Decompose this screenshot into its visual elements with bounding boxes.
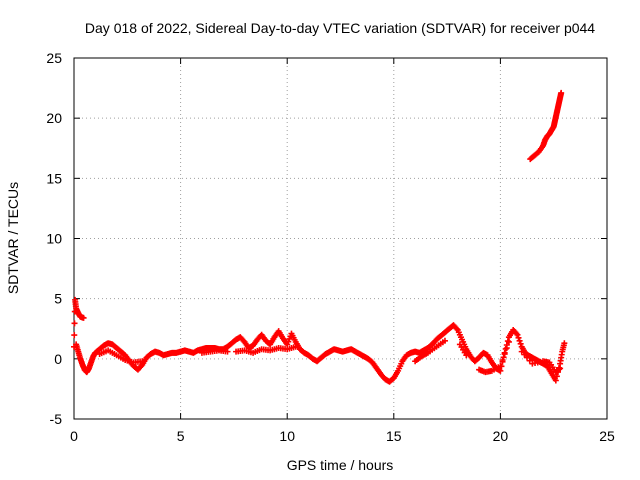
data-point xyxy=(524,354,531,361)
data-point xyxy=(320,352,327,359)
data-point xyxy=(423,350,430,357)
data-point xyxy=(87,360,94,367)
data-point xyxy=(495,364,502,371)
x-tick-label: 0 xyxy=(70,428,78,444)
y-tick-label: 10 xyxy=(46,231,62,247)
data-point xyxy=(74,346,81,353)
data-point xyxy=(307,354,314,361)
data-point xyxy=(554,367,561,374)
data-point xyxy=(290,344,297,351)
data-point xyxy=(496,367,503,374)
data-point xyxy=(461,349,468,356)
data-point xyxy=(505,338,512,345)
data-point xyxy=(557,91,564,98)
y-axis: -5 0 5 10 15 20 25 xyxy=(46,50,607,427)
data-point xyxy=(137,358,144,365)
data-point xyxy=(457,334,464,341)
data-point xyxy=(516,337,523,344)
data-point xyxy=(466,351,473,358)
x-axis-label: GPS time / hours xyxy=(287,457,394,473)
data-point xyxy=(372,363,379,370)
data-point xyxy=(427,343,434,350)
data-point xyxy=(115,346,122,353)
data-point xyxy=(503,345,510,352)
data-point xyxy=(553,373,560,380)
x-tick-label: 25 xyxy=(599,428,615,444)
data-point xyxy=(299,348,306,355)
y-tick-label: 25 xyxy=(46,50,62,66)
plot-border xyxy=(73,57,608,420)
data-point xyxy=(521,351,528,358)
data-point xyxy=(393,369,400,376)
data-point xyxy=(431,345,438,352)
data-point xyxy=(416,354,423,361)
data-point xyxy=(529,154,536,161)
x-tick-label: 10 xyxy=(279,428,295,444)
y-axis-label: SDTVAR / TECUs xyxy=(5,182,21,294)
data-point xyxy=(560,342,567,349)
data-point xyxy=(111,343,118,350)
data-point xyxy=(291,336,298,343)
data-point xyxy=(487,357,494,364)
data-point xyxy=(517,340,524,347)
grid xyxy=(74,58,607,419)
data-point xyxy=(538,144,545,151)
y-tick-label: 15 xyxy=(46,170,62,186)
data-point xyxy=(556,366,563,373)
data-point xyxy=(316,356,323,363)
data-points xyxy=(71,89,568,385)
data-point xyxy=(138,363,145,370)
data-point xyxy=(71,332,78,339)
data-point xyxy=(547,368,554,375)
data-point xyxy=(487,368,494,375)
data-point xyxy=(498,363,505,370)
data-point xyxy=(398,360,405,367)
data-point xyxy=(388,376,395,383)
data-point xyxy=(502,345,509,352)
data-point xyxy=(94,348,101,355)
data-point xyxy=(226,341,233,348)
y-tick-label: 0 xyxy=(54,351,62,367)
data-point xyxy=(111,351,118,358)
data-point xyxy=(515,334,522,341)
data-point xyxy=(367,357,374,364)
data-point xyxy=(439,331,446,338)
data-point xyxy=(444,327,451,334)
data-point xyxy=(513,330,520,337)
y-tick-label: 5 xyxy=(54,291,62,307)
data-point xyxy=(120,355,127,362)
x-axis: 0 5 10 15 20 25 xyxy=(70,58,615,444)
data-point xyxy=(544,359,551,366)
data-point xyxy=(473,356,480,363)
data-point xyxy=(453,325,460,332)
chart-title: Day 018 of 2022, Sidereal Day-to-day VTE… xyxy=(85,20,595,36)
data-point xyxy=(499,357,506,364)
y-tick-label: -5 xyxy=(50,411,63,427)
x-tick-label: 15 xyxy=(386,428,402,444)
data-point xyxy=(120,350,127,357)
data-point xyxy=(76,354,83,361)
data-point xyxy=(504,338,511,345)
x-tick-label: 20 xyxy=(493,428,509,444)
data-point xyxy=(278,333,285,340)
data-point xyxy=(270,335,277,342)
data-point xyxy=(435,334,442,341)
data-point xyxy=(71,320,78,327)
data-point xyxy=(222,348,229,355)
x-tick-label: 5 xyxy=(177,428,185,444)
y-tick-label: 20 xyxy=(46,110,62,126)
data-point xyxy=(145,352,152,359)
data-point xyxy=(230,338,237,345)
data-point xyxy=(533,150,540,157)
data-point xyxy=(501,351,508,358)
data-point xyxy=(526,357,533,364)
data-point xyxy=(558,351,565,358)
data-point xyxy=(79,314,86,321)
data-point xyxy=(98,344,105,351)
data-point xyxy=(439,339,446,346)
